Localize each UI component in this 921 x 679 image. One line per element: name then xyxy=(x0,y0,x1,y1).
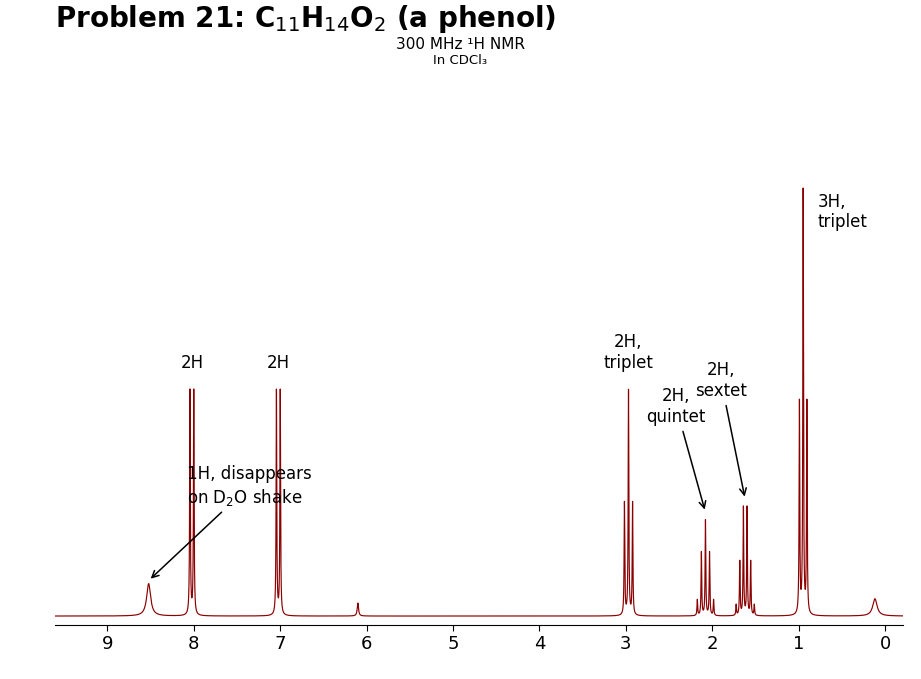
Text: 2H: 2H xyxy=(267,354,290,372)
Text: In CDCl₃: In CDCl₃ xyxy=(434,54,487,67)
Text: 2H,
triplet: 2H, triplet xyxy=(603,333,653,372)
Text: Problem 21: C$_{11}$H$_{14}$O$_2$ (a phenol): Problem 21: C$_{11}$H$_{14}$O$_2$ (a phe… xyxy=(55,3,556,35)
Text: 2H: 2H xyxy=(181,354,204,372)
Text: 300 MHz ¹H NMR: 300 MHz ¹H NMR xyxy=(396,37,525,52)
Text: 3H,
triplet: 3H, triplet xyxy=(818,193,868,232)
Text: 2H,
quintet: 2H, quintet xyxy=(647,387,705,508)
Text: 1H, disappears
on D$_2$O shake: 1H, disappears on D$_2$O shake xyxy=(152,465,311,578)
Text: 2H,
sextet: 2H, sextet xyxy=(695,361,747,495)
